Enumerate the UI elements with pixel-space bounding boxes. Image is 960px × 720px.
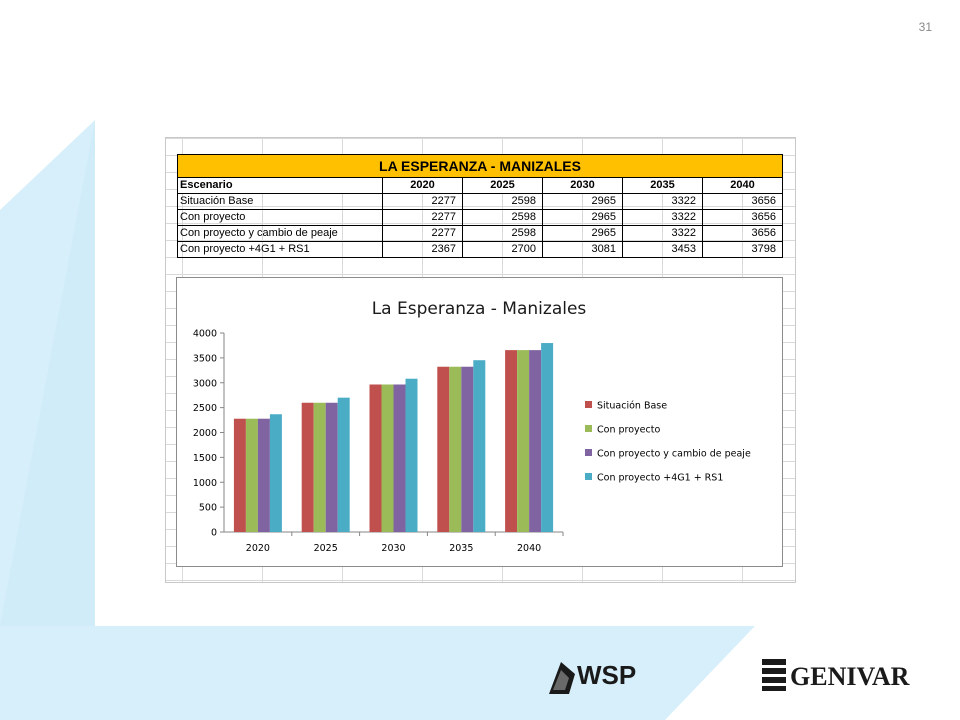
x-tick-label: 2035 — [449, 543, 473, 554]
bar — [393, 384, 406, 532]
bar — [381, 384, 394, 532]
bar — [405, 378, 418, 532]
wsp-logo: WSP — [549, 660, 636, 694]
table-cell: 2598 — [462, 193, 543, 210]
table-cell: 2598 — [462, 209, 543, 226]
bar — [437, 366, 450, 532]
table-header-row: Escenario 2020 2025 2030 2035 2040 — [177, 177, 783, 194]
y-tick-label: 3500 — [193, 353, 217, 364]
table-cell: 2965 — [542, 209, 623, 226]
table-header-cell: 2040 — [702, 177, 783, 194]
table-header-cell: 2030 — [542, 177, 623, 194]
table-header-cell: Escenario — [177, 177, 383, 194]
x-tick-label: 2020 — [246, 543, 270, 554]
bar — [233, 418, 246, 532]
page-number: 31 — [918, 20, 932, 34]
bar — [301, 402, 314, 532]
table-cell: 3656 — [702, 209, 783, 226]
table-row: Con proyecto +4G1 + RS1 2367 2700 3081 3… — [177, 241, 783, 258]
table-row: Con proyecto 2277 2598 2965 3322 3656 — [177, 209, 783, 226]
table-header-cell: 2025 — [462, 177, 543, 194]
table-cell: 3322 — [622, 209, 703, 226]
legend-swatch — [585, 401, 592, 408]
table-cell: 3322 — [622, 193, 703, 210]
x-tick-label: 2030 — [381, 543, 405, 554]
legend-swatch — [585, 425, 592, 432]
table-cell: 2965 — [542, 193, 623, 210]
table-cell: 2700 — [462, 241, 543, 258]
bar — [325, 402, 338, 532]
table-title-row: LA ESPERANZA - MANIZALES — [177, 154, 783, 178]
y-tick-label: 500 — [199, 503, 217, 514]
genivar-logo: GENIVAR — [762, 659, 910, 691]
bar — [473, 360, 486, 532]
chart-canvas: La Esperanza - Manizales 0 500 1000 1500 2000… — [193, 299, 751, 554]
y-tick-label: 1500 — [193, 453, 217, 464]
table-header-cell: 2035 — [622, 177, 703, 194]
table-cell: 2277 — [382, 209, 463, 226]
table-cell: 2277 — [382, 225, 463, 242]
y-tick-label: 1000 — [193, 478, 217, 489]
row-label: Con proyecto y cambio de peaje — [177, 225, 383, 242]
bar — [313, 402, 326, 532]
legend-label: Con proyecto y cambio de peaje — [597, 449, 751, 460]
row-label: Con proyecto +4G1 + RS1 — [177, 241, 383, 258]
row-label: Situación Base — [177, 193, 383, 210]
y-tick-label: 4000 — [193, 329, 217, 340]
y-tick-label: 2000 — [193, 428, 217, 439]
genivar-logo-text: GENIVAR — [790, 662, 910, 691]
bar — [505, 350, 518, 532]
legend-label: Con proyecto — [597, 425, 660, 436]
wsp-logo-text: WSP — [577, 660, 636, 690]
bar — [449, 366, 462, 532]
bar — [245, 418, 258, 532]
table-cell: 3798 — [702, 241, 783, 258]
table-row: Situación Base 2277 2598 2965 3322 3656 — [177, 193, 783, 210]
bar — [529, 350, 542, 532]
table-cell: 3656 — [702, 225, 783, 242]
table-cell: 2965 — [542, 225, 623, 242]
table-row: Con proyecto y cambio de peaje 2277 2598… — [177, 225, 783, 242]
bar — [369, 384, 382, 532]
table-cell: 3081 — [542, 241, 623, 258]
legend-label: Con proyecto +4G1 + RS1 — [597, 473, 723, 484]
table-cell: 3453 — [622, 241, 703, 258]
row-label: Con proyecto — [177, 209, 383, 226]
bar-chart: La Esperanza - Manizales 0 500 1000 1500 2000… — [176, 277, 783, 567]
table-header-cell: 2020 — [382, 177, 463, 194]
table-cell: 3322 — [622, 225, 703, 242]
table-cell: 3656 — [702, 193, 783, 210]
bar — [461, 366, 474, 532]
legend-label: Situación Base — [597, 401, 667, 412]
x-tick-label: 2025 — [314, 543, 338, 554]
x-tick-label: 2040 — [517, 543, 541, 554]
y-tick-label: 2500 — [193, 403, 217, 414]
legend-swatch — [585, 449, 592, 456]
y-tick-label: 3000 — [193, 378, 217, 389]
y-tick-label: 0 — [211, 528, 217, 539]
table-cell: 2367 — [382, 241, 463, 258]
bar — [517, 350, 530, 532]
bar — [269, 414, 282, 532]
legend-swatch — [585, 473, 592, 480]
bar — [257, 418, 270, 532]
chart-title: La Esperanza - Manizales — [372, 299, 587, 319]
bar — [337, 397, 350, 532]
table-title: LA ESPERANZA - MANIZALES — [177, 154, 783, 178]
table-cell: 2598 — [462, 225, 543, 242]
data-table: LA ESPERANZA - MANIZALES Escenario 2020 … — [177, 154, 783, 258]
table-cell: 2277 — [382, 193, 463, 210]
bar — [541, 343, 554, 532]
